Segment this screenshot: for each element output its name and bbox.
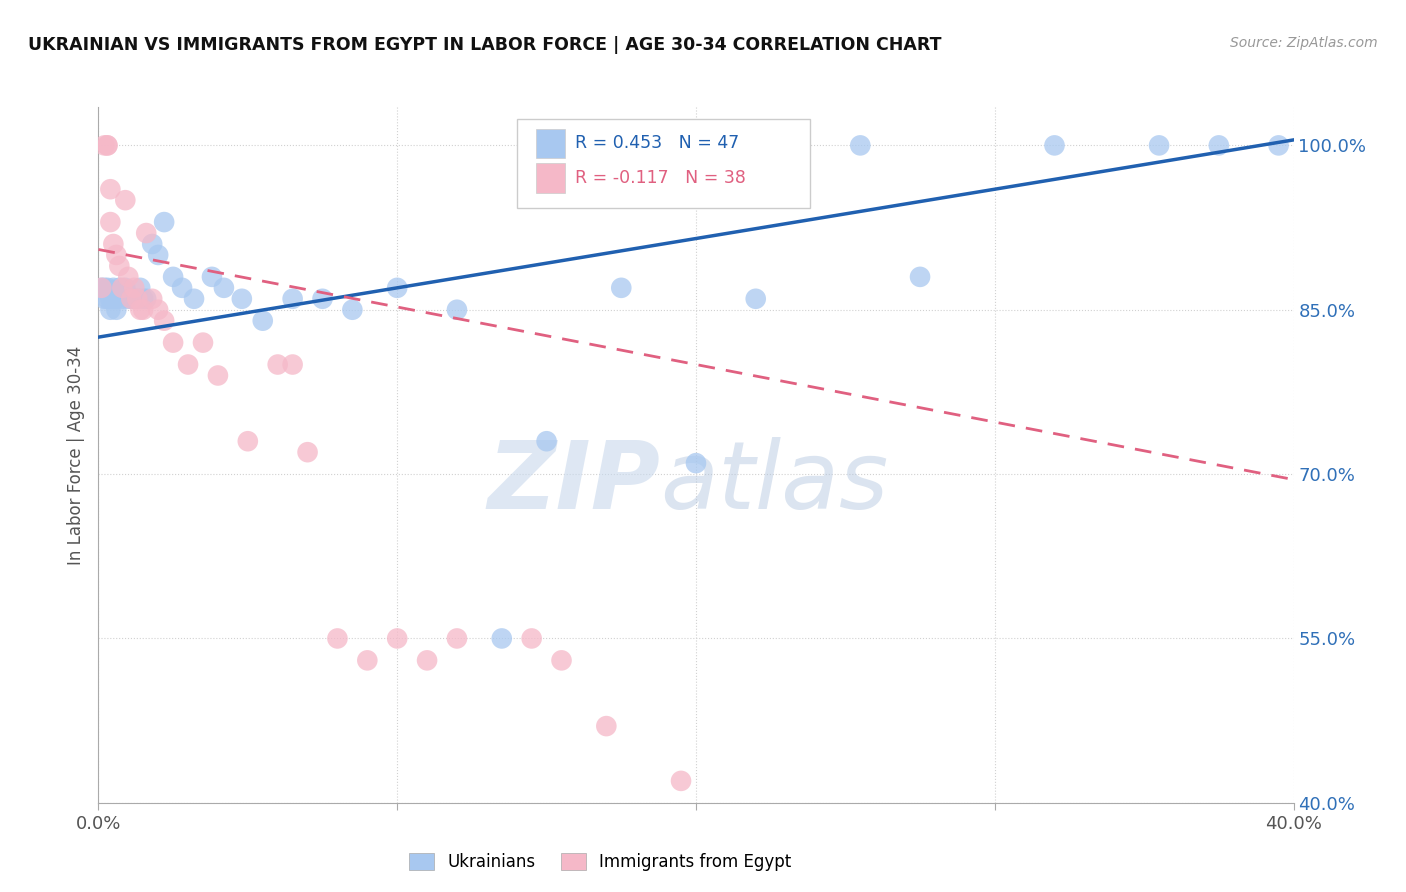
Point [105,302,128,317]
Point [124,281,146,295]
Point [191,335,214,350]
Point [1267,138,1289,153]
Point [93,292,115,306]
Point [153,314,176,328]
Point [172,281,194,295]
Point [98,302,122,317]
Point [96,138,118,153]
Point [103,292,125,306]
Point [132,302,155,317]
Point [153,215,176,229]
Point [849,138,872,153]
FancyBboxPatch shape [517,119,810,208]
Point [96,292,118,306]
Point [103,281,125,295]
Point [177,358,200,372]
Point [385,281,409,295]
Point [281,292,304,306]
Text: UKRAINIAN VS IMMIGRANTS FROM EGYPT IN LABOR FORCE | AGE 30-34 CORRELATION CHART: UKRAINIAN VS IMMIGRANTS FROM EGYPT IN LA… [28,36,942,54]
FancyBboxPatch shape [536,163,565,193]
Point [120,292,142,306]
Point [120,292,142,306]
Text: atlas: atlas [661,437,889,528]
Point [491,632,513,646]
Point [111,281,134,295]
Point [267,358,290,372]
Point [129,302,152,317]
Point [93,281,115,295]
Point [356,653,378,667]
Point [98,182,122,196]
Point [183,292,205,306]
Point [124,292,146,306]
FancyBboxPatch shape [536,128,565,158]
Point [520,632,543,646]
Point [135,292,157,306]
Point [162,269,184,284]
Point [212,281,235,295]
Point [297,445,319,459]
Point [148,302,170,317]
Point [446,302,468,317]
Point [132,292,155,306]
Point [669,773,692,788]
Point [98,215,122,229]
Point [108,259,131,273]
Point [1208,138,1230,153]
Point [127,292,149,306]
Point [162,335,184,350]
Point [385,632,409,646]
Text: R = -0.117   N = 38: R = -0.117 N = 38 [575,169,747,187]
Point [90,281,112,295]
Point [446,632,468,646]
Point [129,281,152,295]
Point [908,269,931,284]
Point [231,292,253,306]
Y-axis label: In Labor Force | Age 30-34: In Labor Force | Age 30-34 [66,345,84,565]
Point [326,632,349,646]
Point [108,281,131,295]
Point [416,653,439,667]
Point [127,292,149,306]
Point [745,292,768,306]
Point [201,269,224,284]
Point [342,302,364,317]
Point [595,719,617,733]
Point [135,226,157,240]
Point [114,281,136,295]
Point [1043,138,1066,153]
Point [111,292,134,306]
Point [96,281,118,295]
Point [103,237,125,252]
Point [281,358,304,372]
Point [117,292,139,306]
Text: ZIP: ZIP [488,437,661,529]
Point [117,269,139,284]
Point [105,248,128,262]
Point [252,314,274,328]
Point [311,292,333,306]
Point [141,292,163,306]
Text: Source: ZipAtlas.com: Source: ZipAtlas.com [1230,36,1378,50]
Point [207,368,229,383]
Point [114,193,136,207]
Point [536,434,558,449]
Text: R = 0.453   N = 47: R = 0.453 N = 47 [575,134,740,153]
Point [98,292,122,306]
Point [93,138,115,153]
Point [105,292,128,306]
Point [685,456,707,470]
Point [550,653,572,667]
Legend: Ukrainians, Immigrants from Egypt: Ukrainians, Immigrants from Egypt [402,847,799,878]
Point [90,281,112,295]
Point [236,434,259,449]
Point [610,281,633,295]
Point [1147,138,1170,153]
Point [148,248,170,262]
Point [141,237,163,252]
Point [96,138,118,153]
